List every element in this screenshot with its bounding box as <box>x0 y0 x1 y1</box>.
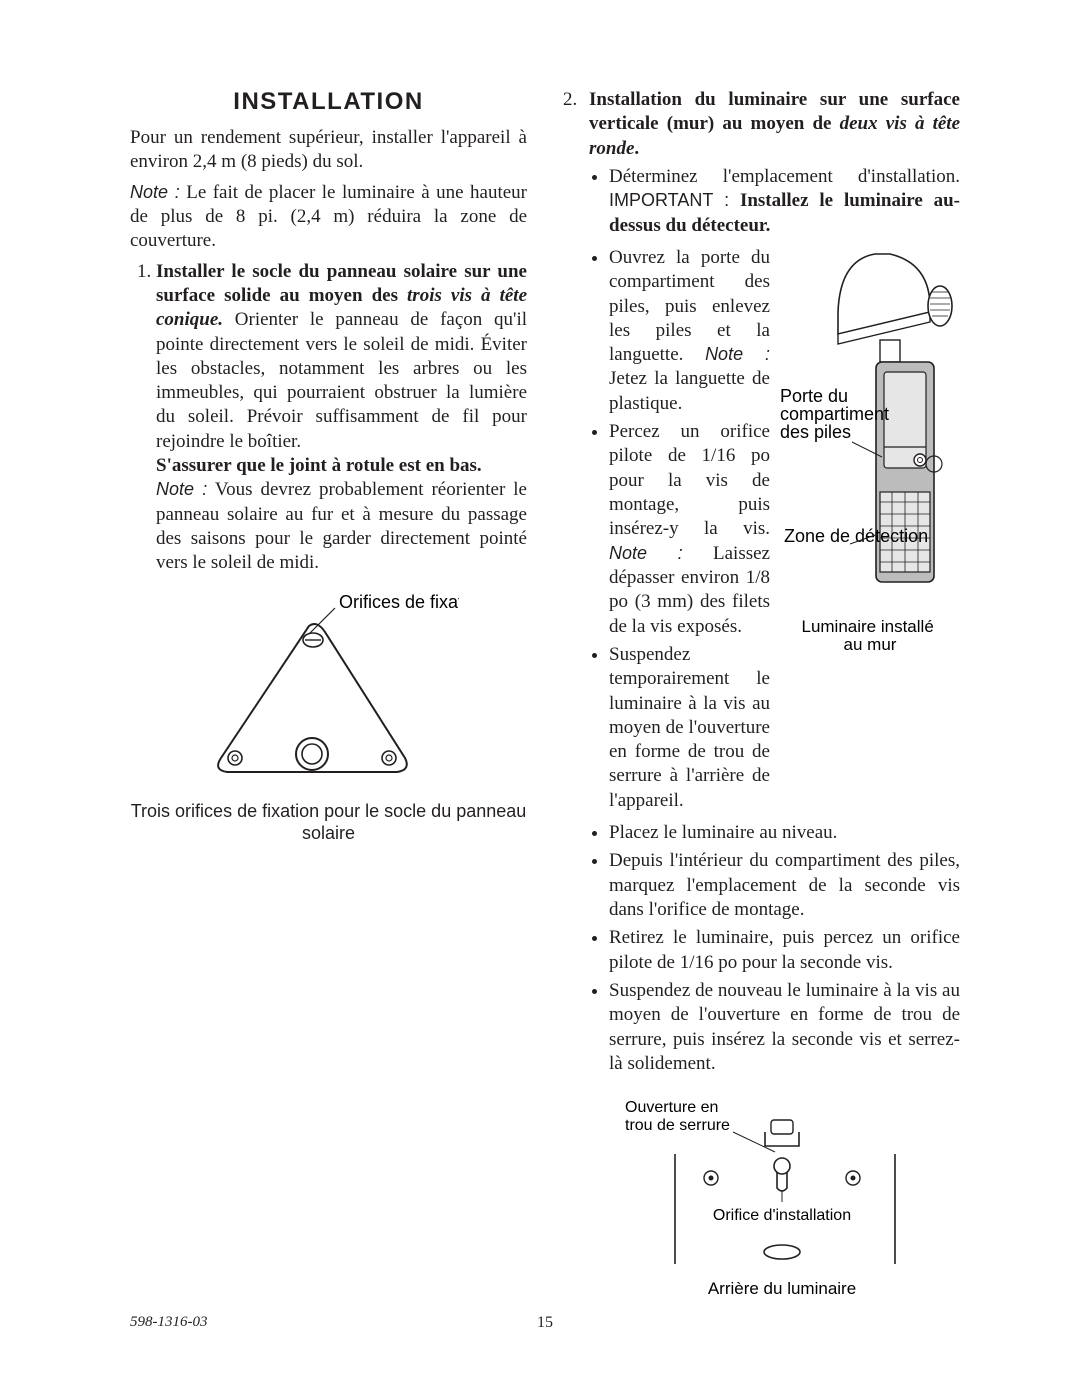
step2-b1: Déterminez l'emplacement d'installation.… <box>609 165 960 238</box>
note-label: Note : <box>130 182 180 202</box>
step2-b4: Suspendez temporairement le luminaire à … <box>609 643 770 813</box>
step2-b7: Retirez le luminaire, puis percez un ori… <box>609 926 960 975</box>
luminaire-diagram: Porte du compartiment des piles Zone de … <box>780 242 960 672</box>
fig3-caption: Arrière du luminaire <box>707 1279 855 1298</box>
step-1: Installer le socle du panneau solaire su… <box>156 260 527 576</box>
step2-bullets-bottom: Placez le luminaire au niveau. Depuis l'… <box>589 821 960 1076</box>
page-number: 15 <box>537 1314 553 1331</box>
fig2-cap-2: au mur <box>844 635 897 654</box>
step-list: Installer le socle du panneau solaire su… <box>130 260 527 576</box>
step2-bullets-top: Déterminez l'emplacement d'installation.… <box>589 165 960 238</box>
step2-lead-end: . <box>634 138 639 159</box>
step1-note-text: Vous devrez probablement réorienter le p… <box>156 479 527 573</box>
b1a: Déterminez l'emplacement d'installation. <box>609 166 960 187</box>
solar-base-diagram: Orifices de fixation (3) <box>199 590 459 790</box>
figure-solar-base: Orifices de fixation (3) <box>130 590 527 845</box>
step-2: 2. Installation du luminaire sur une sur… <box>563 88 960 1304</box>
step2-row-with-figure: Ouvrez la porte du compartiment des pile… <box>589 242 960 817</box>
svg-text:Luminaire installé: Luminaire installé au mur <box>801 617 938 654</box>
step2-b6: Depuis l'intérieur du compartiment des p… <box>609 849 960 922</box>
fig2-cap-1: Luminaire installé <box>801 617 933 636</box>
note-label: Note : <box>609 543 683 563</box>
section-title: INSTALLATION <box>130 88 527 116</box>
fig2-porte-1: Porte du <box>780 386 848 406</box>
figure-back: Ouverture en trou de serrure <box>589 1094 960 1304</box>
step2-b3: Percez un orifice pilote de 1/16 po pour… <box>609 420 770 639</box>
step2-lead: Installation du luminaire sur une surfac… <box>589 88 960 161</box>
step1-rest: Orienter le panneau de façon qu'il point… <box>156 309 527 452</box>
fig3-key-2: trou de serrure <box>625 1117 730 1134</box>
fig2-porte-3: des piles <box>780 422 851 442</box>
page: INSTALLATION Pour un rendement supérieur… <box>0 0 1080 1386</box>
back-diagram: Ouverture en trou de serrure <box>615 1094 935 1304</box>
important-label: IMPORTANT : <box>609 190 729 210</box>
step2-b8: Suspendez de nouveau le luminaire à la v… <box>609 979 960 1076</box>
step1-ensure: S'assurer que le joint à rotule est en b… <box>156 455 482 476</box>
fig3-orifice: Orifice d'installation <box>712 1207 850 1224</box>
fig3-key-1: Ouverture en <box>625 1099 718 1116</box>
page-footer: 598-1316-03 15 <box>130 1314 960 1332</box>
svg-text:Ouverture en t: Ouverture en trou de serrure <box>625 1099 730 1134</box>
fig2-porte-2: compartiment <box>780 404 889 424</box>
step2-b5: Placez le luminaire au niveau. <box>609 821 960 845</box>
step2-b2: Ouvrez la porte du compartiment des pile… <box>609 246 770 416</box>
right-column: 2. Installation du luminaire sur une sur… <box>563 88 960 1304</box>
fig2-zone: Zone de détection <box>784 526 928 546</box>
figure-luminaire-wall: Porte du compartiment des piles Zone de … <box>780 242 960 817</box>
step-2-number: 2. <box>563 88 589 1304</box>
intro-note: Note : Le fait de placer le luminaire à … <box>130 181 527 254</box>
b2b: Jetez la languette de plastique. <box>609 368 770 413</box>
intro-note-text: Le fait de placer le luminaire à une hau… <box>130 182 527 252</box>
orifices-label: Orifices de fixation (3) <box>339 592 459 612</box>
intro-paragraph: Pour un rendement supérieur, installer l… <box>130 126 527 175</box>
b3a: Percez un orifice pilote de 1/16 po pour… <box>609 421 770 539</box>
step2-bullets-mid: Ouvrez la porte du compartiment des pile… <box>589 246 770 813</box>
doc-number: 598-1316-03 <box>130 1314 208 1331</box>
left-column: INSTALLATION Pour un rendement supérieur… <box>130 88 527 1304</box>
note-label: Note : <box>156 479 207 499</box>
two-column-layout: INSTALLATION Pour un rendement supérieur… <box>130 88 960 1304</box>
fig1-caption: Trois orifices de fixation pour le socle… <box>130 800 527 845</box>
note-label: Note : <box>705 344 770 364</box>
